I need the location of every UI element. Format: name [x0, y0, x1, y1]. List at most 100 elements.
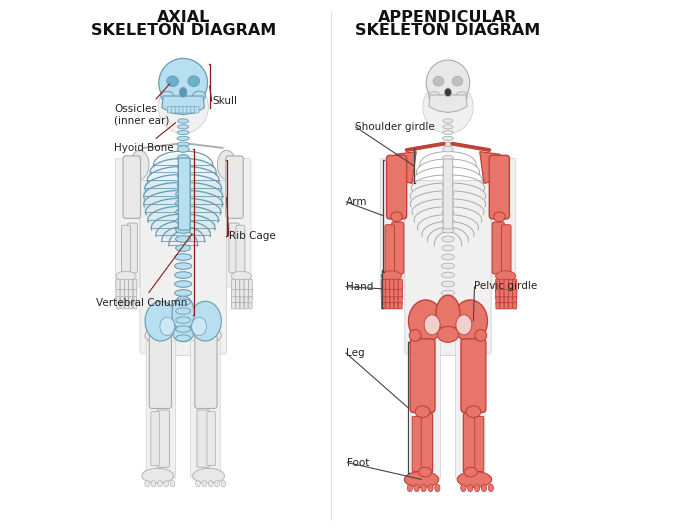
FancyBboxPatch shape: [116, 289, 120, 299]
FancyBboxPatch shape: [195, 335, 217, 408]
Ellipse shape: [442, 317, 454, 323]
Ellipse shape: [176, 335, 190, 341]
FancyBboxPatch shape: [125, 289, 129, 299]
Ellipse shape: [178, 125, 189, 129]
Ellipse shape: [444, 88, 452, 97]
FancyBboxPatch shape: [504, 289, 508, 299]
Ellipse shape: [176, 191, 190, 197]
Ellipse shape: [442, 136, 454, 141]
Text: Ossicles
(inner ear): Ossicles (inner ear): [114, 84, 169, 125]
Ellipse shape: [382, 271, 401, 281]
FancyBboxPatch shape: [116, 279, 120, 292]
FancyBboxPatch shape: [496, 297, 500, 304]
Ellipse shape: [176, 209, 190, 215]
Ellipse shape: [176, 317, 190, 323]
Ellipse shape: [193, 91, 206, 101]
Ellipse shape: [453, 300, 487, 342]
FancyBboxPatch shape: [134, 303, 136, 309]
FancyBboxPatch shape: [386, 303, 389, 309]
Text: Foot: Foot: [347, 458, 370, 467]
Ellipse shape: [409, 300, 443, 342]
FancyBboxPatch shape: [129, 303, 132, 309]
Ellipse shape: [177, 136, 189, 141]
FancyBboxPatch shape: [501, 225, 511, 275]
Ellipse shape: [176, 317, 190, 323]
FancyBboxPatch shape: [195, 107, 199, 113]
Text: SKELETON DIAGRAM: SKELETON DIAGRAM: [90, 23, 276, 38]
Ellipse shape: [442, 272, 454, 278]
Ellipse shape: [176, 236, 190, 242]
Ellipse shape: [464, 467, 477, 477]
Ellipse shape: [442, 254, 454, 260]
Polygon shape: [429, 95, 467, 113]
FancyBboxPatch shape: [491, 158, 516, 287]
Ellipse shape: [175, 290, 192, 296]
FancyBboxPatch shape: [178, 158, 190, 230]
FancyBboxPatch shape: [398, 303, 402, 309]
Polygon shape: [480, 152, 503, 183]
Ellipse shape: [456, 315, 472, 335]
Ellipse shape: [176, 326, 190, 332]
Ellipse shape: [177, 182, 189, 188]
FancyBboxPatch shape: [232, 297, 235, 304]
FancyBboxPatch shape: [492, 222, 505, 274]
FancyBboxPatch shape: [394, 289, 398, 299]
FancyBboxPatch shape: [229, 223, 239, 273]
Ellipse shape: [232, 271, 251, 281]
Ellipse shape: [215, 481, 220, 487]
Ellipse shape: [164, 481, 169, 487]
FancyBboxPatch shape: [382, 303, 385, 309]
FancyBboxPatch shape: [500, 297, 504, 304]
Ellipse shape: [176, 200, 190, 206]
Ellipse shape: [442, 155, 454, 161]
Ellipse shape: [188, 76, 200, 87]
Ellipse shape: [159, 58, 207, 107]
Ellipse shape: [175, 281, 192, 287]
FancyBboxPatch shape: [508, 279, 512, 292]
FancyBboxPatch shape: [418, 413, 433, 473]
Ellipse shape: [175, 272, 192, 278]
Ellipse shape: [142, 468, 174, 483]
Ellipse shape: [442, 236, 454, 242]
FancyBboxPatch shape: [240, 303, 244, 309]
Ellipse shape: [172, 296, 195, 330]
FancyBboxPatch shape: [398, 279, 402, 292]
FancyBboxPatch shape: [146, 341, 176, 478]
Ellipse shape: [176, 200, 190, 206]
Ellipse shape: [177, 182, 189, 188]
Ellipse shape: [167, 76, 178, 87]
FancyBboxPatch shape: [120, 303, 124, 309]
Text: Rib Cage: Rib Cage: [229, 232, 276, 242]
FancyBboxPatch shape: [500, 279, 504, 292]
Ellipse shape: [176, 326, 190, 332]
FancyBboxPatch shape: [179, 107, 183, 113]
Ellipse shape: [158, 81, 209, 133]
Ellipse shape: [177, 173, 189, 179]
Ellipse shape: [391, 212, 402, 221]
Ellipse shape: [442, 245, 454, 251]
Ellipse shape: [426, 60, 470, 106]
FancyBboxPatch shape: [390, 289, 394, 299]
FancyBboxPatch shape: [133, 289, 136, 299]
FancyBboxPatch shape: [129, 297, 132, 304]
FancyBboxPatch shape: [500, 303, 504, 309]
Ellipse shape: [410, 330, 421, 341]
FancyBboxPatch shape: [236, 289, 240, 299]
Ellipse shape: [428, 92, 440, 100]
FancyBboxPatch shape: [390, 297, 393, 304]
Ellipse shape: [175, 272, 192, 278]
FancyBboxPatch shape: [505, 297, 508, 304]
FancyBboxPatch shape: [240, 279, 244, 292]
Ellipse shape: [421, 484, 426, 492]
Ellipse shape: [176, 227, 190, 233]
Text: SKELETON DIAGRAM: SKELETON DIAGRAM: [356, 23, 540, 38]
Ellipse shape: [423, 81, 473, 133]
FancyBboxPatch shape: [127, 223, 137, 273]
Ellipse shape: [176, 308, 190, 314]
Ellipse shape: [475, 484, 480, 492]
Ellipse shape: [442, 191, 454, 197]
FancyBboxPatch shape: [412, 416, 421, 472]
Ellipse shape: [161, 91, 174, 101]
FancyBboxPatch shape: [236, 303, 239, 309]
FancyBboxPatch shape: [125, 297, 128, 304]
